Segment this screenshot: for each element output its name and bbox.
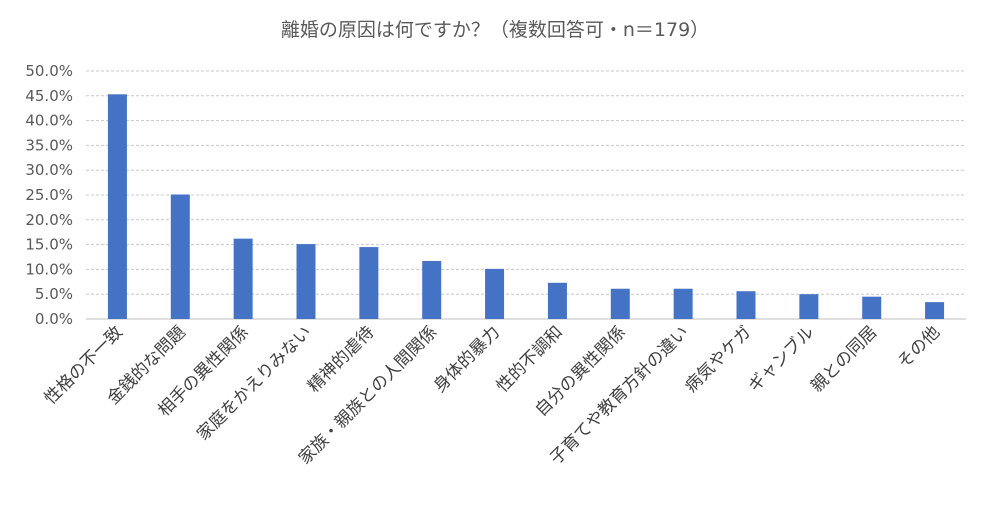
y-tick-label: 35.0% [25, 136, 73, 154]
y-tick-label: 20.0% [25, 211, 73, 229]
gridlines [86, 70, 966, 320]
bar [170, 194, 190, 319]
bar [107, 94, 127, 319]
bar [422, 260, 442, 319]
bar [547, 282, 567, 319]
y-tick-label: 40.0% [25, 112, 73, 130]
y-tick-label: 10.0% [25, 260, 73, 278]
bar [233, 238, 253, 319]
bar [296, 244, 316, 319]
x-category-label: ギャンブル [744, 322, 819, 397]
y-tick-label: 0.0% [35, 310, 73, 328]
chart-title: 離婚の原因は何ですか？（複数回答可・n＝179） [281, 19, 709, 41]
x-category-label: 親との同居 [807, 322, 881, 396]
y-tick-label: 45.0% [25, 87, 73, 105]
y-tick-label: 25.0% [25, 186, 73, 204]
y-tick-label: 15.0% [25, 236, 73, 254]
x-axis-categories: 性格の不一致金銭的な問題相手の異性関係家庭をかえりみない精神的虐待家族・親族との… [41, 322, 944, 469]
bar [610, 288, 630, 319]
bar [925, 302, 945, 319]
x-category-label: 家庭をかえりみない [193, 322, 315, 444]
bar [736, 291, 756, 319]
x-category-label: 身体的暴力 [430, 322, 504, 396]
bars [107, 94, 945, 319]
y-tick-label: 30.0% [25, 161, 73, 179]
x-category-label: その他 [894, 322, 944, 372]
bar [799, 294, 819, 319]
x-category-label: 病気やケガ [681, 322, 755, 396]
bar [862, 296, 882, 319]
bar [673, 288, 693, 319]
bar [359, 247, 379, 319]
y-tick-label: 5.0% [35, 285, 73, 303]
y-tick-label: 50.0% [25, 62, 73, 80]
bar [485, 268, 505, 319]
y-axis-ticks: 0.0% 5.0% 10.0% 15.0% 20.0% 25.0% 30.0% 35.0% 40… [25, 62, 73, 328]
